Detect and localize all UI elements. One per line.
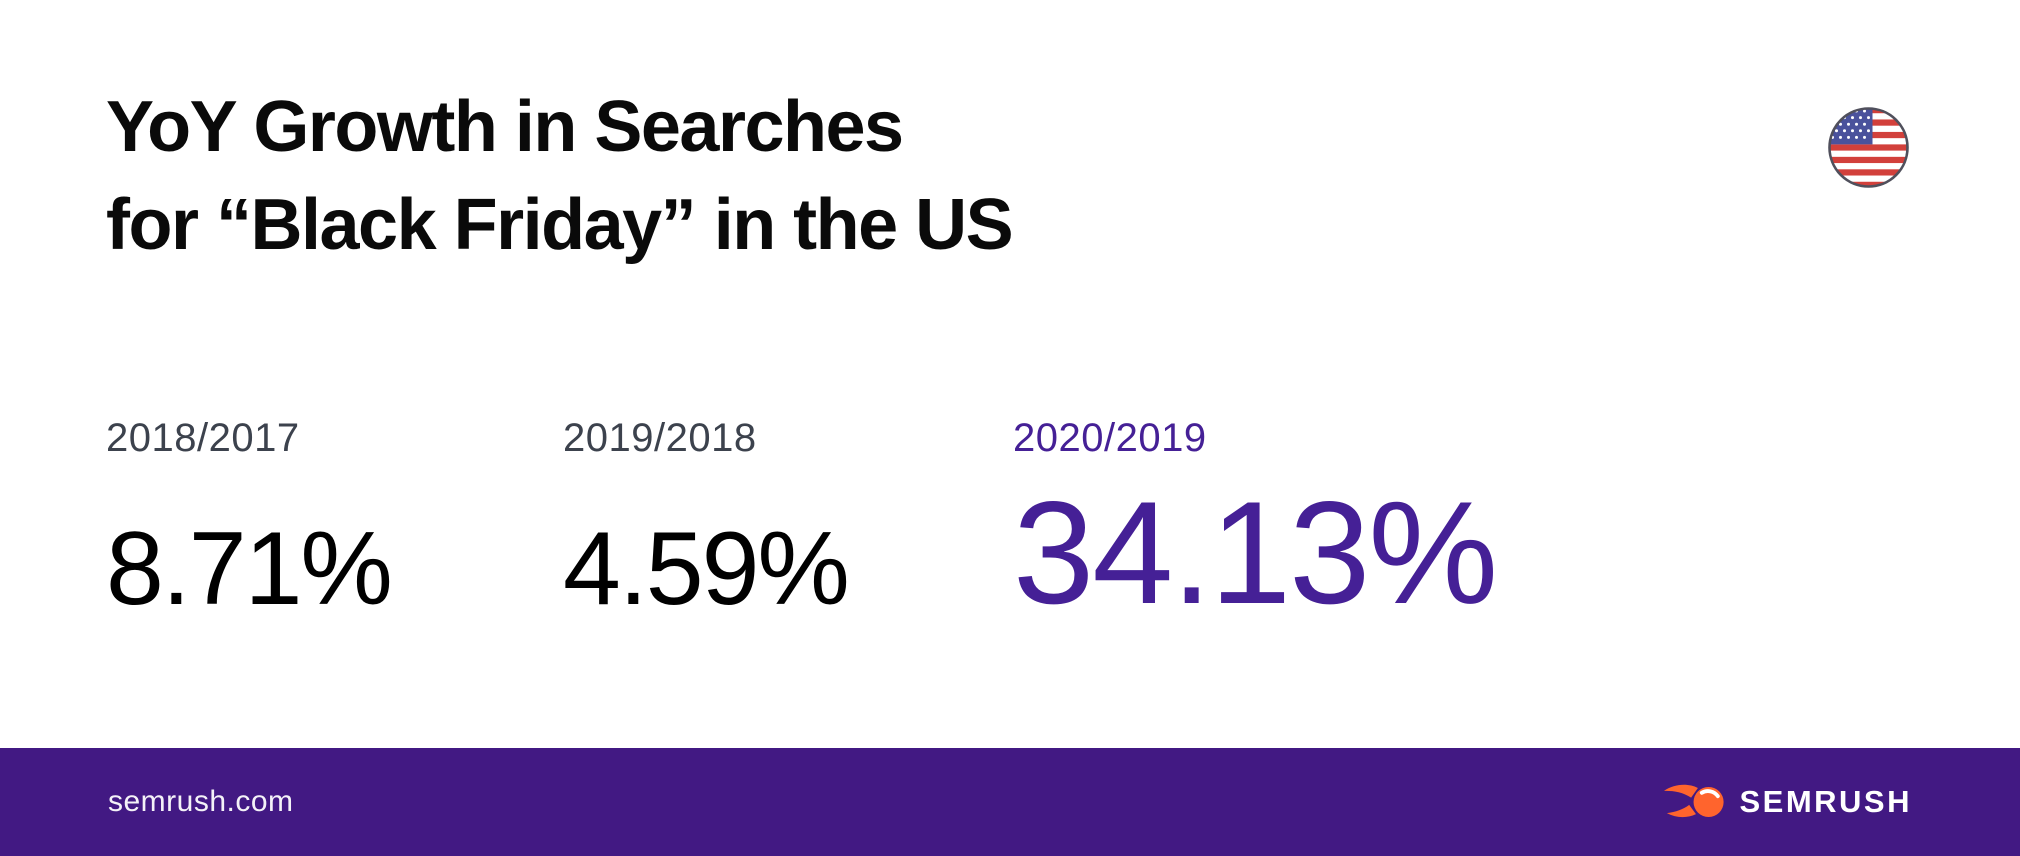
- footer-site-url: semrush.com: [108, 785, 294, 818]
- stat-value: 8.71%: [106, 511, 393, 627]
- title-line-2: for “Black Friday” in the US: [106, 185, 1014, 265]
- brand-wordmark: SEMRUSH: [1739, 784, 1912, 819]
- stat-label: 2018/2017: [106, 416, 300, 460]
- semrush-logo: SEMRUSH: [1663, 781, 1912, 823]
- stat-2018-2017: 2018/2017 8.71%: [106, 416, 393, 621]
- page-title: YoY Growth in Searches for “Black Friday…: [106, 78, 1014, 274]
- stat-value: 4.59%: [563, 511, 850, 627]
- stat-2020-2019: 2020/2019 34.13%: [1013, 416, 1498, 626]
- us-flag-icon: [1828, 107, 1909, 188]
- semrush-flame-icon: [1664, 784, 1725, 818]
- stat-2019-2018: 2019/2018 4.59%: [563, 416, 850, 621]
- stat-label: 2019/2018: [563, 416, 757, 460]
- stat-label: 2020/2019: [1013, 416, 1207, 460]
- stat-value: 34.13%: [1013, 471, 1498, 634]
- stats-row: 2018/2017 8.71% 2019/2018 4.59% 2020/201…: [0, 416, 2020, 646]
- title-line-1: YoY Growth in Searches: [106, 87, 904, 167]
- footer-bar: semrush.com SEMRUSH: [0, 748, 2020, 856]
